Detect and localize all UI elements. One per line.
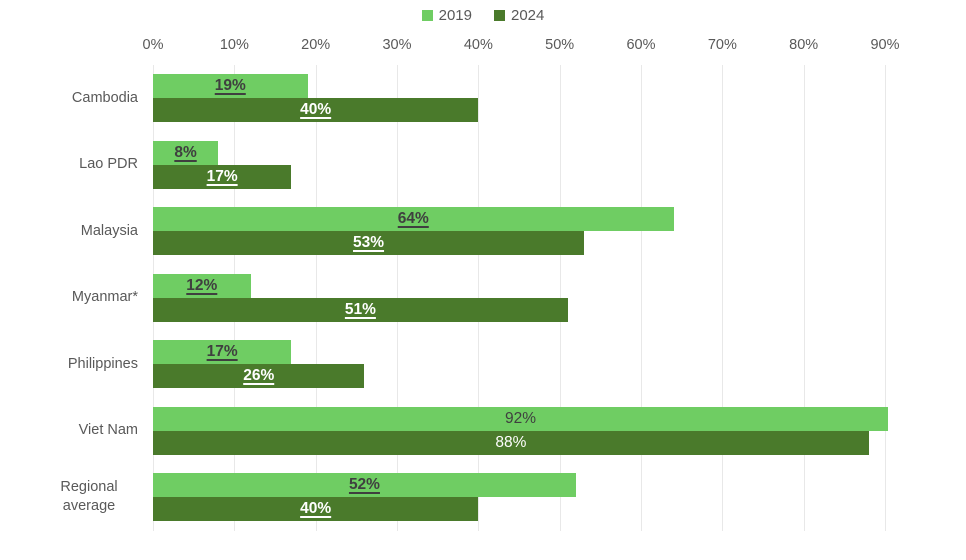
bar-group-myanmar: 12% 51% xyxy=(153,273,568,322)
bar-2019: 64% xyxy=(153,207,674,231)
gridline xyxy=(722,65,724,531)
category-axis-labels: Cambodia Lao PDR Malaysia Myanmar* Philippin… xyxy=(0,65,153,531)
bar-2024: 88% xyxy=(153,430,869,455)
category-label-lao-pdr: Lao PDR xyxy=(0,141,153,189)
legend-item-2024: 2024 xyxy=(494,7,544,24)
bar-2019: 17% xyxy=(153,340,292,364)
bar-group-cambodia: 19% 40% xyxy=(153,74,479,122)
bar-2024: 40% xyxy=(153,497,479,521)
bar-2019: 52% xyxy=(153,473,576,497)
chart-legend: 2019 2024 xyxy=(0,7,966,24)
bar-value-label: 51% xyxy=(344,300,376,318)
plot-area: 19% 40% 8% 17% 64% 53% 12% 51% 17% 26% 92% 88% 52% 40… xyxy=(153,65,966,531)
category-label-text: Myanmar* xyxy=(71,289,138,306)
x-axis-tick-label: 80% xyxy=(789,37,819,53)
category-label-text: Viet Nam xyxy=(78,422,138,439)
bar-value-label: 19% xyxy=(214,77,246,95)
gridline xyxy=(803,65,805,531)
legend-swatch-2019-icon xyxy=(421,10,433,21)
bar-2019: 92% xyxy=(153,406,888,431)
bar-value-label: 26% xyxy=(243,367,275,385)
category-label-philippines: Philippines xyxy=(0,340,153,388)
x-axis-tick-label: 90% xyxy=(870,37,900,53)
bar-group-lao-pdr: 8% 17% xyxy=(153,140,292,189)
bar-2019: 12% xyxy=(153,273,251,298)
gridline xyxy=(641,65,642,531)
bar-group-philippines: 17% 26% xyxy=(153,340,365,388)
bar-2019: 19% xyxy=(153,74,308,98)
x-axis-tick-label: 30% xyxy=(382,37,412,53)
bar-value-label: 92% xyxy=(504,409,537,427)
bar-value-label: 40% xyxy=(300,500,332,518)
category-label-text: Philippines xyxy=(67,355,138,372)
category-label-text: Regional average xyxy=(60,479,118,514)
bar-value-label: 8% xyxy=(174,143,197,161)
legend-item-2019: 2019 xyxy=(421,7,472,24)
bar-value-label: 12% xyxy=(186,276,218,294)
x-axis-tick-label: 40% xyxy=(463,37,493,53)
bar-group-malaysia: 64% 53% xyxy=(153,207,674,255)
category-label-malaysia: Malaysia xyxy=(0,207,153,255)
bar-2024: 26% xyxy=(153,364,365,388)
category-label-text: Lao PDR xyxy=(79,156,138,173)
bar-2024: 17% xyxy=(153,164,292,189)
x-axis-tick-label: 60% xyxy=(626,37,656,53)
x-axis-tick-labels: 0% 10% 20% 30% 40% 50% 60% 70% 80% 90% xyxy=(0,37,966,57)
bar-value-label: 40% xyxy=(300,101,332,119)
bar-2019: 8% xyxy=(153,140,219,165)
x-axis-tick-label: 20% xyxy=(301,37,331,53)
x-axis-tick-label: 10% xyxy=(219,37,249,53)
legend-swatch-2024-icon xyxy=(494,10,505,21)
bar-value-label: 88% xyxy=(495,433,527,451)
bar-group-regional-average: 52% 40% xyxy=(153,473,576,521)
x-axis-tick-label: 0% xyxy=(142,37,164,53)
category-label-regional-average: Regional average xyxy=(0,473,153,521)
category-label-myanmar: Myanmar* xyxy=(0,274,153,322)
bar-group-viet-nam: 92% 88% xyxy=(153,406,888,455)
bar-2024: 40% xyxy=(153,98,479,122)
legend-label-2019: 2019 xyxy=(438,7,472,24)
bar-value-label: 17% xyxy=(206,343,238,361)
gridline xyxy=(885,65,886,531)
bar-value-label: 17% xyxy=(206,167,238,185)
bar-value-label: 52% xyxy=(348,476,380,494)
category-label-cambodia: Cambodia xyxy=(0,74,153,122)
category-label-text: Cambodia xyxy=(71,89,138,106)
category-label-text: Malaysia xyxy=(80,222,138,239)
x-axis-tick-label: 50% xyxy=(545,37,575,53)
bar-value-label: 53% xyxy=(353,234,385,252)
legend-label-2024: 2024 xyxy=(511,7,545,24)
x-axis-tick-label: 70% xyxy=(707,37,737,53)
bar-2024: 53% xyxy=(153,231,585,255)
bar-2024: 51% xyxy=(153,297,568,322)
category-label-viet-nam: Viet Nam xyxy=(0,407,153,455)
bar-value-label: 64% xyxy=(397,210,429,228)
